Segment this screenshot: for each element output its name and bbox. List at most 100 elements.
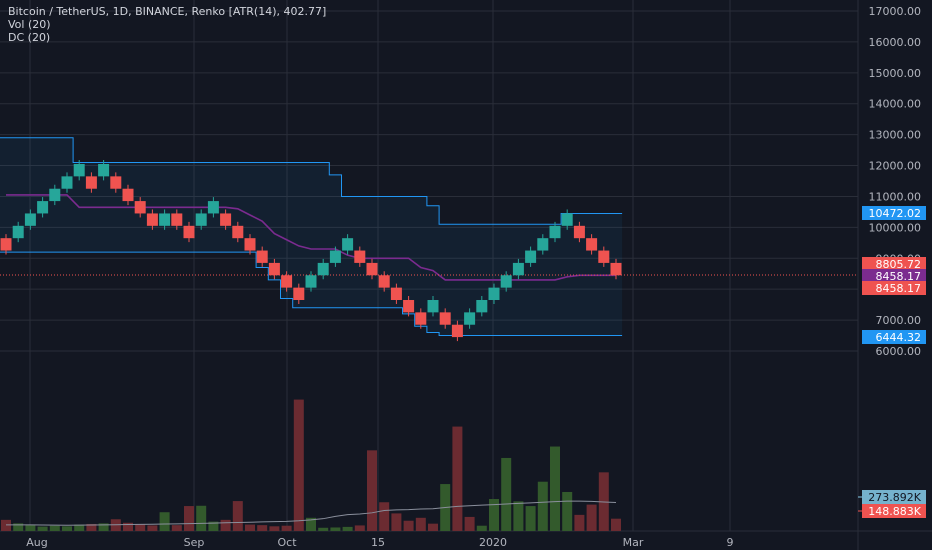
x-tick-label: 2020 [479,536,507,549]
volume-bar [208,521,219,531]
volume-bar [489,499,499,531]
chart-legend: Bitcoin / TetherUS, 1D, BINANCE, Renko [… [8,5,326,44]
renko-brick [500,275,512,288]
renko-brick [49,188,61,202]
renko-brick [512,262,524,276]
donchian-channel [0,137,858,337]
volume-bar [306,517,316,531]
renko-brick [403,300,415,313]
renko-brick [598,250,610,263]
volume-bar [586,504,597,531]
x-tick-label: Sep [184,536,205,549]
volume-bar [269,526,280,531]
renko-brick [98,164,110,177]
volume-bar [464,516,475,531]
renko-brick [561,213,573,226]
volume-tag-bg [862,504,926,518]
renko-brick [85,176,97,189]
donchian-indicator-label[interactable]: DC (20) [8,31,51,44]
volume-tag: 273.892K [868,491,921,504]
renko-brick [159,213,171,226]
price-tag-bg [862,257,926,271]
x-tick-label: 9 [727,536,734,549]
volume-bar [318,527,329,531]
price-tag-bg [862,281,926,295]
volume-bar [37,526,48,531]
volume-bar [74,524,85,531]
y-tick-label: 16000.00 [869,36,922,49]
time-axis[interactable]: Aug Sep Oct 15 2020 Mar 9 [26,536,733,549]
y-tick-label: 13000.00 [869,129,922,142]
renko-bricks [0,160,622,342]
renko-brick [488,287,500,300]
volume-bar [342,526,353,531]
renko-brick [390,287,402,300]
x-tick-label: Mar [623,536,644,549]
volume-bar [293,399,304,531]
volume-bar [562,491,573,531]
price-tag: 8458.17 [876,282,922,295]
volume-ma-line [6,500,617,526]
renko-brick [342,238,354,251]
y-tick-label: 11000.00 [869,190,922,203]
price-tag: 8805.72 [876,258,922,271]
renko-brick [573,225,585,239]
price-labels: 10472.028805.728458.178458.176444.32273.… [858,206,926,518]
renko-brick [24,213,36,226]
renko-brick [476,300,488,313]
renko-brick [537,238,549,251]
renko-brick [146,213,158,226]
renko-brick [37,201,49,214]
volume-bar [281,525,292,531]
x-tick-label: Oct [277,536,297,549]
volume-bar [171,525,182,531]
renko-brick [110,176,122,189]
renko-brick [232,225,244,239]
renko-brick [427,300,439,313]
y-tick-label: 14000.00 [869,98,922,111]
volume-bar [550,446,560,531]
renko-brick [134,201,146,214]
volume-bar [501,457,512,531]
x-tick-label: 15 [371,536,385,549]
donchian-basis-line [6,194,616,281]
renko-brick [195,213,207,226]
volume-bar [574,514,585,531]
volume-bar [232,501,243,531]
renko-brick [293,287,305,300]
price-tag: 8458.17 [876,270,922,283]
volume-bar [123,522,133,531]
volume-bar [98,523,109,531]
volume-bar [13,523,24,531]
renko-brick [525,250,537,263]
price-tag-bg [862,206,926,220]
renko-brick [586,238,598,251]
volume-bar [245,524,255,531]
renko-brick [268,262,280,276]
renko-brick [305,275,317,288]
renko-brick [12,225,24,239]
renko-brick [610,262,622,276]
renko-brick [366,262,378,276]
volume-bar [415,517,426,531]
volume-bar [49,525,60,531]
price-tag-bg [862,330,926,344]
renko-brick [244,238,256,251]
volume-bar [428,523,438,531]
volume-bar [220,519,231,531]
renko-brick [256,250,268,263]
renko-brick [415,312,427,325]
volume-indicator-label[interactable]: Vol (20) [8,18,51,31]
price-tag: 6444.32 [876,331,922,344]
symbol-title[interactable]: Bitcoin / TetherUS, 1D, BINANCE, Renko [… [8,5,327,18]
renko-brick [549,225,561,239]
volume-bar [184,506,194,531]
renko-brick [73,164,85,177]
y-tick-label: 6000.00 [876,345,922,358]
price-tag: 10472.02 [869,207,922,220]
volume-bar [379,502,390,531]
volume-bar [257,525,268,531]
renko-brick [220,213,232,226]
